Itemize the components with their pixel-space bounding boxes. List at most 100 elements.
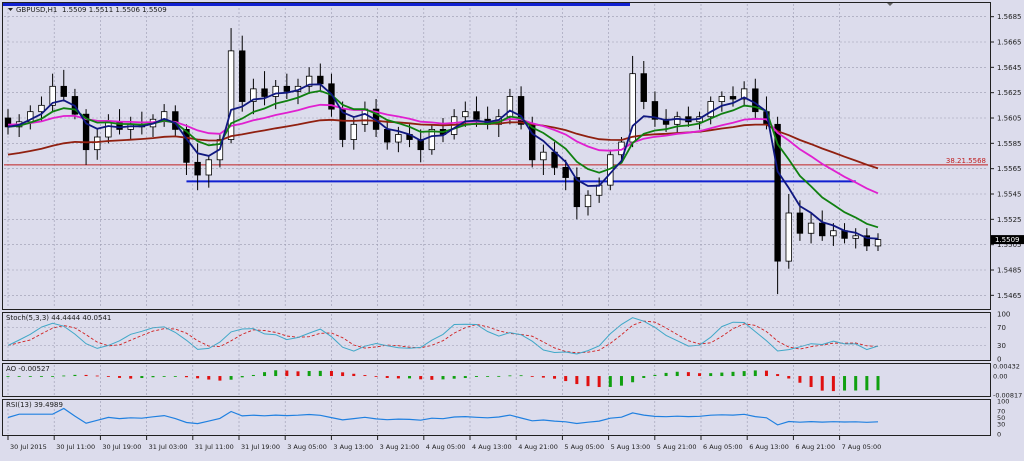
ao-bar	[809, 376, 813, 388]
ao-bar	[742, 371, 746, 377]
candle[interactable]	[640, 61, 647, 110]
ao-bar	[240, 376, 244, 378]
candle[interactable]	[194, 143, 201, 191]
ao-bar	[686, 372, 690, 377]
candle[interactable]	[852, 228, 859, 249]
ao-bar	[318, 370, 322, 377]
candle-body	[506, 96, 514, 118]
collapse-arrow-icon[interactable]	[8, 8, 13, 11]
candle[interactable]	[573, 167, 581, 220]
candle[interactable]	[239, 35, 246, 112]
ao-bar	[408, 376, 412, 379]
candle-body	[227, 50, 235, 140]
ao-bar	[519, 375, 523, 377]
ao-bar	[586, 376, 590, 387]
shift-marker-icon[interactable]	[887, 3, 893, 6]
candle[interactable]	[350, 118, 357, 150]
main-pane-border	[2, 2, 991, 310]
candle-body	[183, 128, 190, 163]
candle-body	[863, 235, 871, 247]
stoch-tick-label: 30	[997, 342, 1006, 350]
candle[interactable]	[49, 73, 56, 112]
ao-bar	[541, 376, 545, 378]
candle[interactable]	[305, 67, 313, 94]
time-tick-label: 4 Aug 21:00	[518, 443, 558, 451]
awesome-oscillator-pane[interactable]: AO -0.00527	[6, 365, 880, 392]
ao-bar	[207, 376, 211, 380]
price-axis[interactable]: 1.5685 1.5665 1.5645 1.5625 1.5605 1.5585 1.55…	[990, 13, 1022, 300]
candle-body	[651, 101, 659, 120]
candle[interactable]	[584, 190, 592, 216]
ao-bar	[764, 370, 768, 377]
ao-bar	[530, 376, 534, 377]
stoch-tick-label: 0	[997, 356, 1001, 364]
candle-body	[417, 139, 424, 151]
ohlc-label: 1.5509 1.5511 1.5506 1.5509	[62, 6, 167, 14]
candle[interactable]	[785, 194, 792, 269]
time-tick-label: 3 Aug 21:00	[380, 443, 420, 451]
candle[interactable]	[417, 129, 424, 163]
candle[interactable]	[540, 144, 547, 175]
ao-bar	[463, 376, 467, 379]
candle[interactable]	[740, 81, 748, 107]
fib-level-label: 38.21.5568	[946, 157, 986, 165]
grid-lines	[4, 4, 988, 434]
candle[interactable]	[707, 96, 714, 125]
stoch-tick-label: 100	[997, 311, 1010, 319]
price-tick-label: 1.5485	[997, 267, 1022, 275]
candle-body	[317, 75, 324, 85]
candle[interactable]	[874, 233, 882, 251]
candle-body	[473, 111, 480, 120]
ao-bar	[553, 376, 557, 379]
candle-body	[194, 161, 201, 176]
candle[interactable]	[819, 210, 826, 241]
candle[interactable]	[428, 124, 436, 155]
candle[interactable]	[205, 156, 212, 188]
ao-bar	[396, 376, 400, 379]
candle[interactable]	[94, 129, 101, 160]
ao-bar	[51, 376, 55, 377]
candle[interactable]	[651, 91, 659, 127]
ao-bar	[374, 376, 378, 377]
rsi-pane[interactable]: RSI(13) 39.4989	[6, 401, 879, 426]
ma-slow-line	[7, 118, 879, 170]
candle-body	[573, 177, 581, 208]
candle[interactable]	[261, 71, 268, 106]
price-pane[interactable]: 38.21.5568	[4, 28, 988, 295]
price-tick-label: 1.5585	[997, 140, 1022, 148]
time-axis[interactable]: 30 Jul 2015 30 Jul 11:00 30 Jul 19:00 31 Ju…	[7, 436, 881, 451]
rsi-label: RSI(13) 39.4989	[6, 401, 63, 409]
candle-body	[428, 128, 436, 151]
candle[interactable]	[752, 78, 759, 120]
candle-body	[562, 166, 569, 178]
candle[interactable]	[807, 213, 815, 244]
candle[interactable]	[38, 96, 45, 121]
candle-body	[718, 96, 726, 102]
ao-bar	[129, 376, 133, 379]
ao-bar	[84, 374, 88, 377]
candle[interactable]	[562, 159, 569, 191]
candle[interactable]	[283, 73, 291, 99]
candle[interactable]	[863, 228, 871, 251]
price-tick-label: 1.5465	[997, 292, 1022, 300]
time-tick-label: 6 Aug 05:00	[703, 443, 743, 451]
candle[interactable]	[250, 78, 257, 115]
candle[interactable]	[774, 116, 781, 295]
candle[interactable]	[674, 111, 681, 135]
stoch-pane-border	[2, 312, 991, 361]
candle[interactable]	[718, 91, 726, 112]
ao-tick-label: -0.00817	[993, 392, 1022, 400]
candle[interactable]	[830, 223, 837, 246]
ao-bar	[17, 376, 21, 377]
ao-bar	[452, 376, 456, 379]
candle[interactable]	[183, 124, 190, 175]
candle-body	[272, 85, 279, 97]
candle[interactable]	[60, 69, 67, 102]
ao-bar	[229, 376, 233, 380]
rsi-tick-label: 50	[997, 414, 1005, 422]
ao-bar	[865, 376, 869, 391]
ao-bar	[608, 376, 612, 387]
